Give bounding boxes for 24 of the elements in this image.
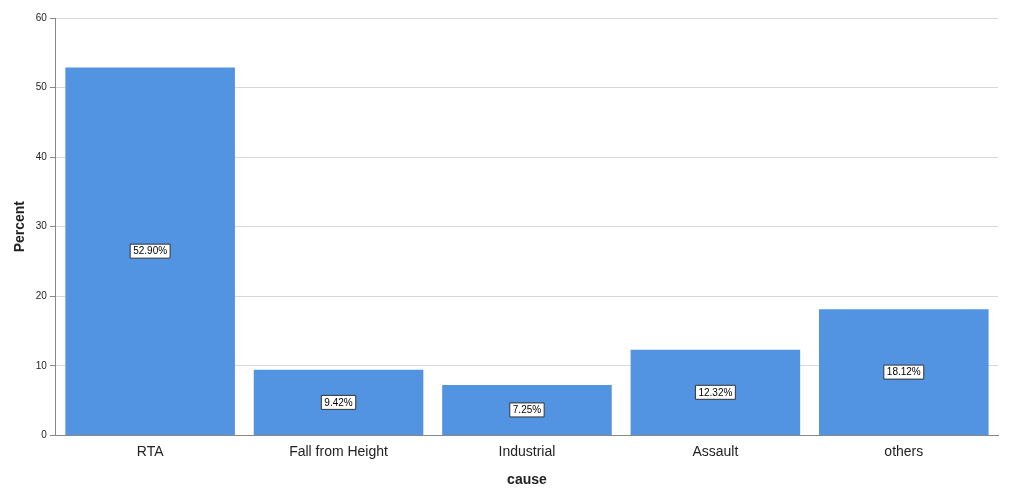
- y-tick-label: 60: [35, 11, 48, 23]
- x-tick-label: Assault: [692, 442, 739, 459]
- y-tick-label: 0: [41, 429, 48, 441]
- data-label: 12.32%: [698, 386, 733, 398]
- y-tick-label: 40: [35, 150, 48, 162]
- x-tick-label: RTA: [136, 442, 165, 459]
- data-label: 7.25%: [512, 404, 542, 416]
- bar: [253, 369, 424, 435]
- x-tick-label: Fall from Height: [289, 442, 389, 459]
- y-axis-title: Percent: [11, 200, 28, 253]
- bar: [442, 384, 612, 435]
- data-label: 18.12%: [886, 366, 921, 378]
- y-tick-label: 20: [35, 290, 48, 302]
- x-tick-label: Industrial: [498, 442, 556, 459]
- data-label: 9.42%: [324, 396, 353, 408]
- x-axis-title: cause: [507, 471, 548, 488]
- y-tick-label: 30: [35, 220, 48, 232]
- data-label: 52.90%: [133, 245, 168, 257]
- bar: [630, 349, 801, 435]
- y-tick-label: 50: [35, 81, 48, 93]
- y-tick-label: 10: [35, 359, 48, 371]
- x-tick-label: others: [884, 442, 924, 459]
- bar: [819, 309, 989, 435]
- bar: [65, 67, 235, 435]
